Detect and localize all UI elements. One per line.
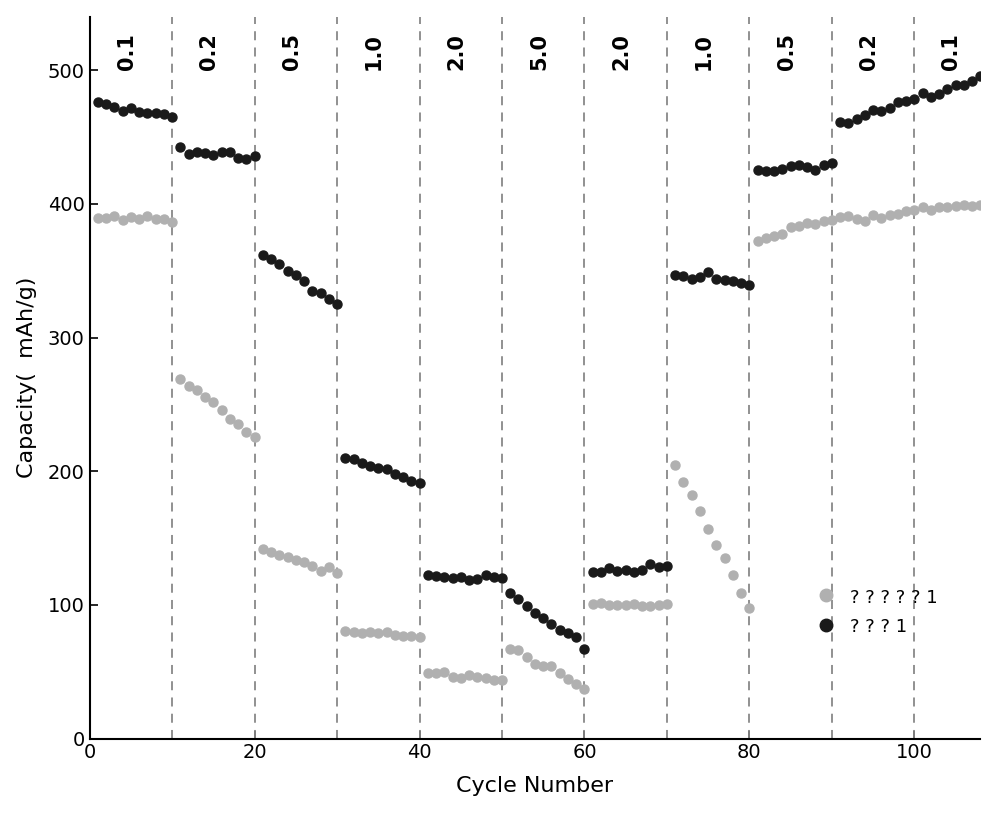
Text: 0.1: 0.1 (117, 33, 137, 70)
Y-axis label: Capacity(  mAh/g): Capacity( mAh/g) (17, 277, 37, 478)
Text: 5.0: 5.0 (529, 33, 549, 70)
Text: 2.0: 2.0 (447, 33, 467, 70)
Text: 0.5: 0.5 (777, 33, 797, 70)
Text: 2.0: 2.0 (611, 33, 631, 70)
Text: 1.0: 1.0 (694, 33, 714, 70)
Legend: ? ? ? ? ? 1, ? ? ? 1: ? ? ? ? ? 1, ? ? ? 1 (810, 581, 944, 643)
Text: 0.2: 0.2 (859, 33, 879, 70)
X-axis label: Cycle Number: Cycle Number (457, 776, 613, 796)
Text: 0.2: 0.2 (199, 33, 219, 70)
Text: 0.1: 0.1 (941, 33, 961, 70)
Text: 1.0: 1.0 (364, 33, 384, 70)
Text: 0.5: 0.5 (282, 33, 302, 70)
